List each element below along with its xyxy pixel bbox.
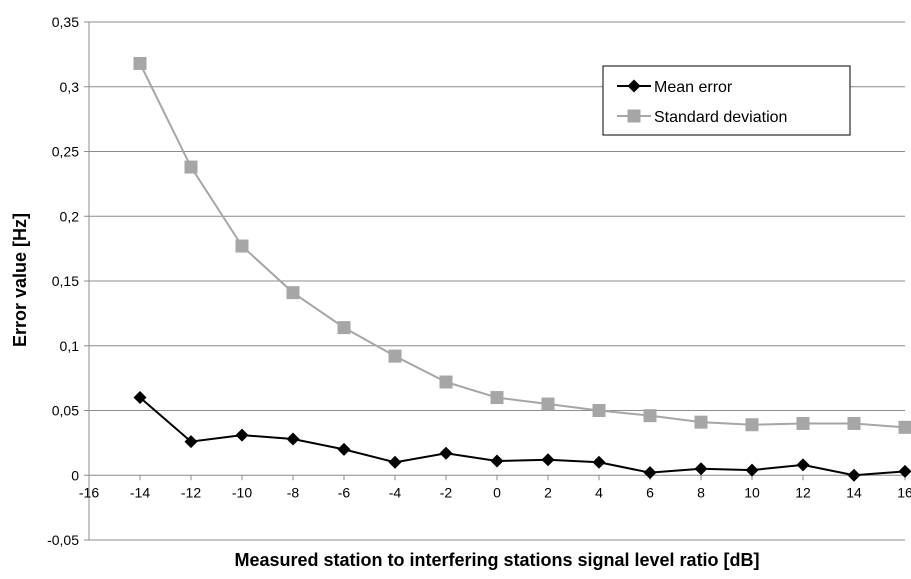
x-tick-label: -4	[389, 484, 402, 500]
y-tick-label: -0,05	[47, 532, 79, 548]
axes	[84, 21, 906, 541]
standard-deviation-point	[898, 420, 911, 434]
mean-error-point	[337, 442, 351, 456]
standard-deviation-point	[541, 397, 555, 411]
mean-error-line	[139, 396, 906, 477]
standard-deviation-point	[388, 349, 402, 363]
mean-error-point	[745, 463, 759, 477]
legend-item-mean-error: Mean error	[617, 79, 733, 96]
standard-deviation-point	[286, 286, 300, 300]
x-tick-label: -6	[338, 484, 351, 500]
y-tick-label: 0,2	[60, 208, 80, 224]
x-tick-label: 14	[846, 484, 862, 500]
x-tick-label: 16	[897, 484, 911, 500]
y-tick-label: 0,3	[60, 79, 80, 95]
x-tick-label: -8	[287, 484, 300, 500]
series-layer	[133, 56, 911, 482]
x-tick-label: 4	[595, 484, 603, 500]
standard-deviation-point	[796, 416, 810, 430]
standard-deviation-point	[643, 409, 657, 423]
mean-error-point	[133, 391, 147, 405]
y-tick-label: 0,1	[60, 338, 80, 354]
x-tick-label: -10	[232, 484, 252, 500]
legend-item-standard-deviation: Standard deviation	[617, 109, 787, 126]
mean-error-point	[388, 455, 402, 469]
standard-deviation-point	[439, 375, 453, 389]
mean-error-point	[235, 428, 249, 442]
x-tick-label: -16	[79, 484, 99, 500]
legend-box	[602, 65, 851, 136]
y-tick-label: 0	[71, 467, 79, 483]
y-axis-title: Error value [Hz]	[10, 213, 30, 347]
standard-deviation-point	[592, 404, 606, 417]
legend-label: Standard deviation	[654, 109, 787, 126]
y-tick-label: 0,25	[52, 144, 79, 160]
mean-error-point	[694, 462, 708, 476]
standard-deviation-point	[490, 391, 504, 405]
series-mean-error	[133, 391, 911, 482]
x-tick-label: -14	[130, 484, 150, 500]
x-tick-label: 12	[795, 484, 811, 500]
standard-deviation-line	[139, 62, 906, 429]
y-tick-label: 0,05	[52, 403, 79, 419]
y-tick-label: 0,35	[52, 14, 79, 30]
mean-error-point	[541, 453, 555, 467]
legend-swatch-marker	[627, 109, 641, 123]
x-axis-title: Measured station to interfering stations…	[234, 550, 759, 570]
y-tick-labels: -0,05 0 0,05 0,1 0,15 0,2 0,25 0,3 0,35	[47, 14, 79, 548]
legend-label: Mean error	[654, 79, 733, 96]
legend: Mean error Standard deviation	[602, 65, 851, 136]
mean-error-point	[439, 446, 453, 460]
standard-deviation-point	[184, 160, 198, 174]
x-tick-label: -2	[440, 484, 453, 500]
series-standard-deviation	[133, 56, 911, 434]
y-tick-label: 0,15	[52, 273, 79, 289]
x-tick-label: 10	[744, 484, 760, 500]
mean-error-point	[286, 432, 300, 446]
mean-error-point	[643, 466, 657, 480]
standard-deviation-point	[847, 416, 861, 430]
mean-error-point	[796, 458, 810, 472]
standard-deviation-point	[745, 418, 759, 432]
x-tick-label: 8	[697, 484, 705, 500]
standard-deviation-point	[694, 415, 708, 429]
x-tick-labels: -16 -14 -12 -10 -8 -6 -4 -2 0 2 4 6 8 10 12 14 16	[79, 484, 911, 500]
standard-deviation-point	[133, 56, 147, 70]
mean-error-point	[490, 454, 504, 468]
x-tick-label: -12	[181, 484, 201, 500]
mean-error-point	[184, 435, 198, 449]
standard-deviation-point	[235, 239, 249, 253]
legend-swatch-marker	[627, 79, 641, 93]
mean-error-point	[898, 464, 911, 478]
gridlines	[89, 21, 905, 541]
x-tick-label: 6	[646, 484, 654, 500]
mean-error-point	[592, 455, 606, 469]
x-tick-label: 2	[544, 484, 552, 500]
standard-deviation-point	[337, 321, 351, 335]
x-tick-label: 0	[493, 484, 501, 500]
mean-error-point	[847, 468, 861, 482]
